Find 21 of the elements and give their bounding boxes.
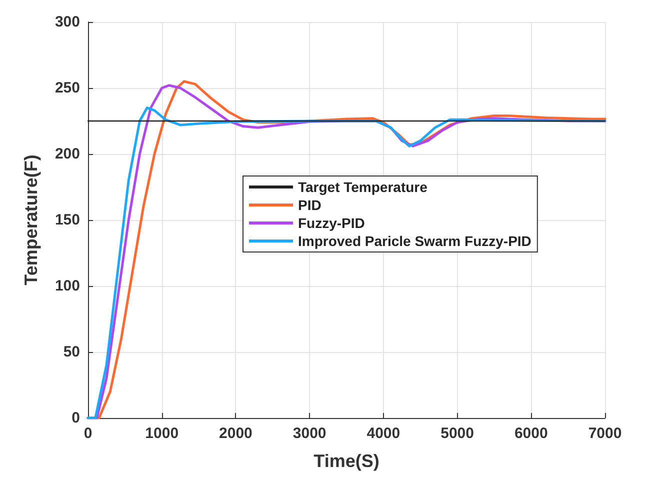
y-tick-label: 0 xyxy=(72,410,80,426)
x-axis-title: Time(S) xyxy=(314,451,380,471)
y-axis-title: Temperature(F) xyxy=(21,154,41,286)
y-tick-label: 50 xyxy=(63,344,80,360)
x-tick-label: 0 xyxy=(84,425,92,442)
x-tick-label: 4000 xyxy=(366,425,400,442)
x-tick-label: 3000 xyxy=(292,425,326,442)
x-tick-label: 7000 xyxy=(588,425,622,442)
y-tick-label: 300 xyxy=(54,14,80,30)
x-tick-label: 5000 xyxy=(440,425,474,442)
x-tick-label: 6000 xyxy=(514,425,548,442)
y-tick-label: 200 xyxy=(54,146,80,162)
legend-label: Improved Paricle Swarm Fuzzy-PID xyxy=(298,233,532,249)
x-tick-label: 2000 xyxy=(219,425,252,442)
x-tick-label: 1000 xyxy=(145,425,179,442)
legend-label: Fuzzy-PID xyxy=(298,215,365,231)
y-tick-label: 100 xyxy=(54,278,80,294)
y-tick-label: 250 xyxy=(54,80,80,96)
y-tick-label: 150 xyxy=(54,212,80,228)
legend-label: Target Temperature xyxy=(298,179,428,195)
legend-label: PID xyxy=(298,197,322,213)
